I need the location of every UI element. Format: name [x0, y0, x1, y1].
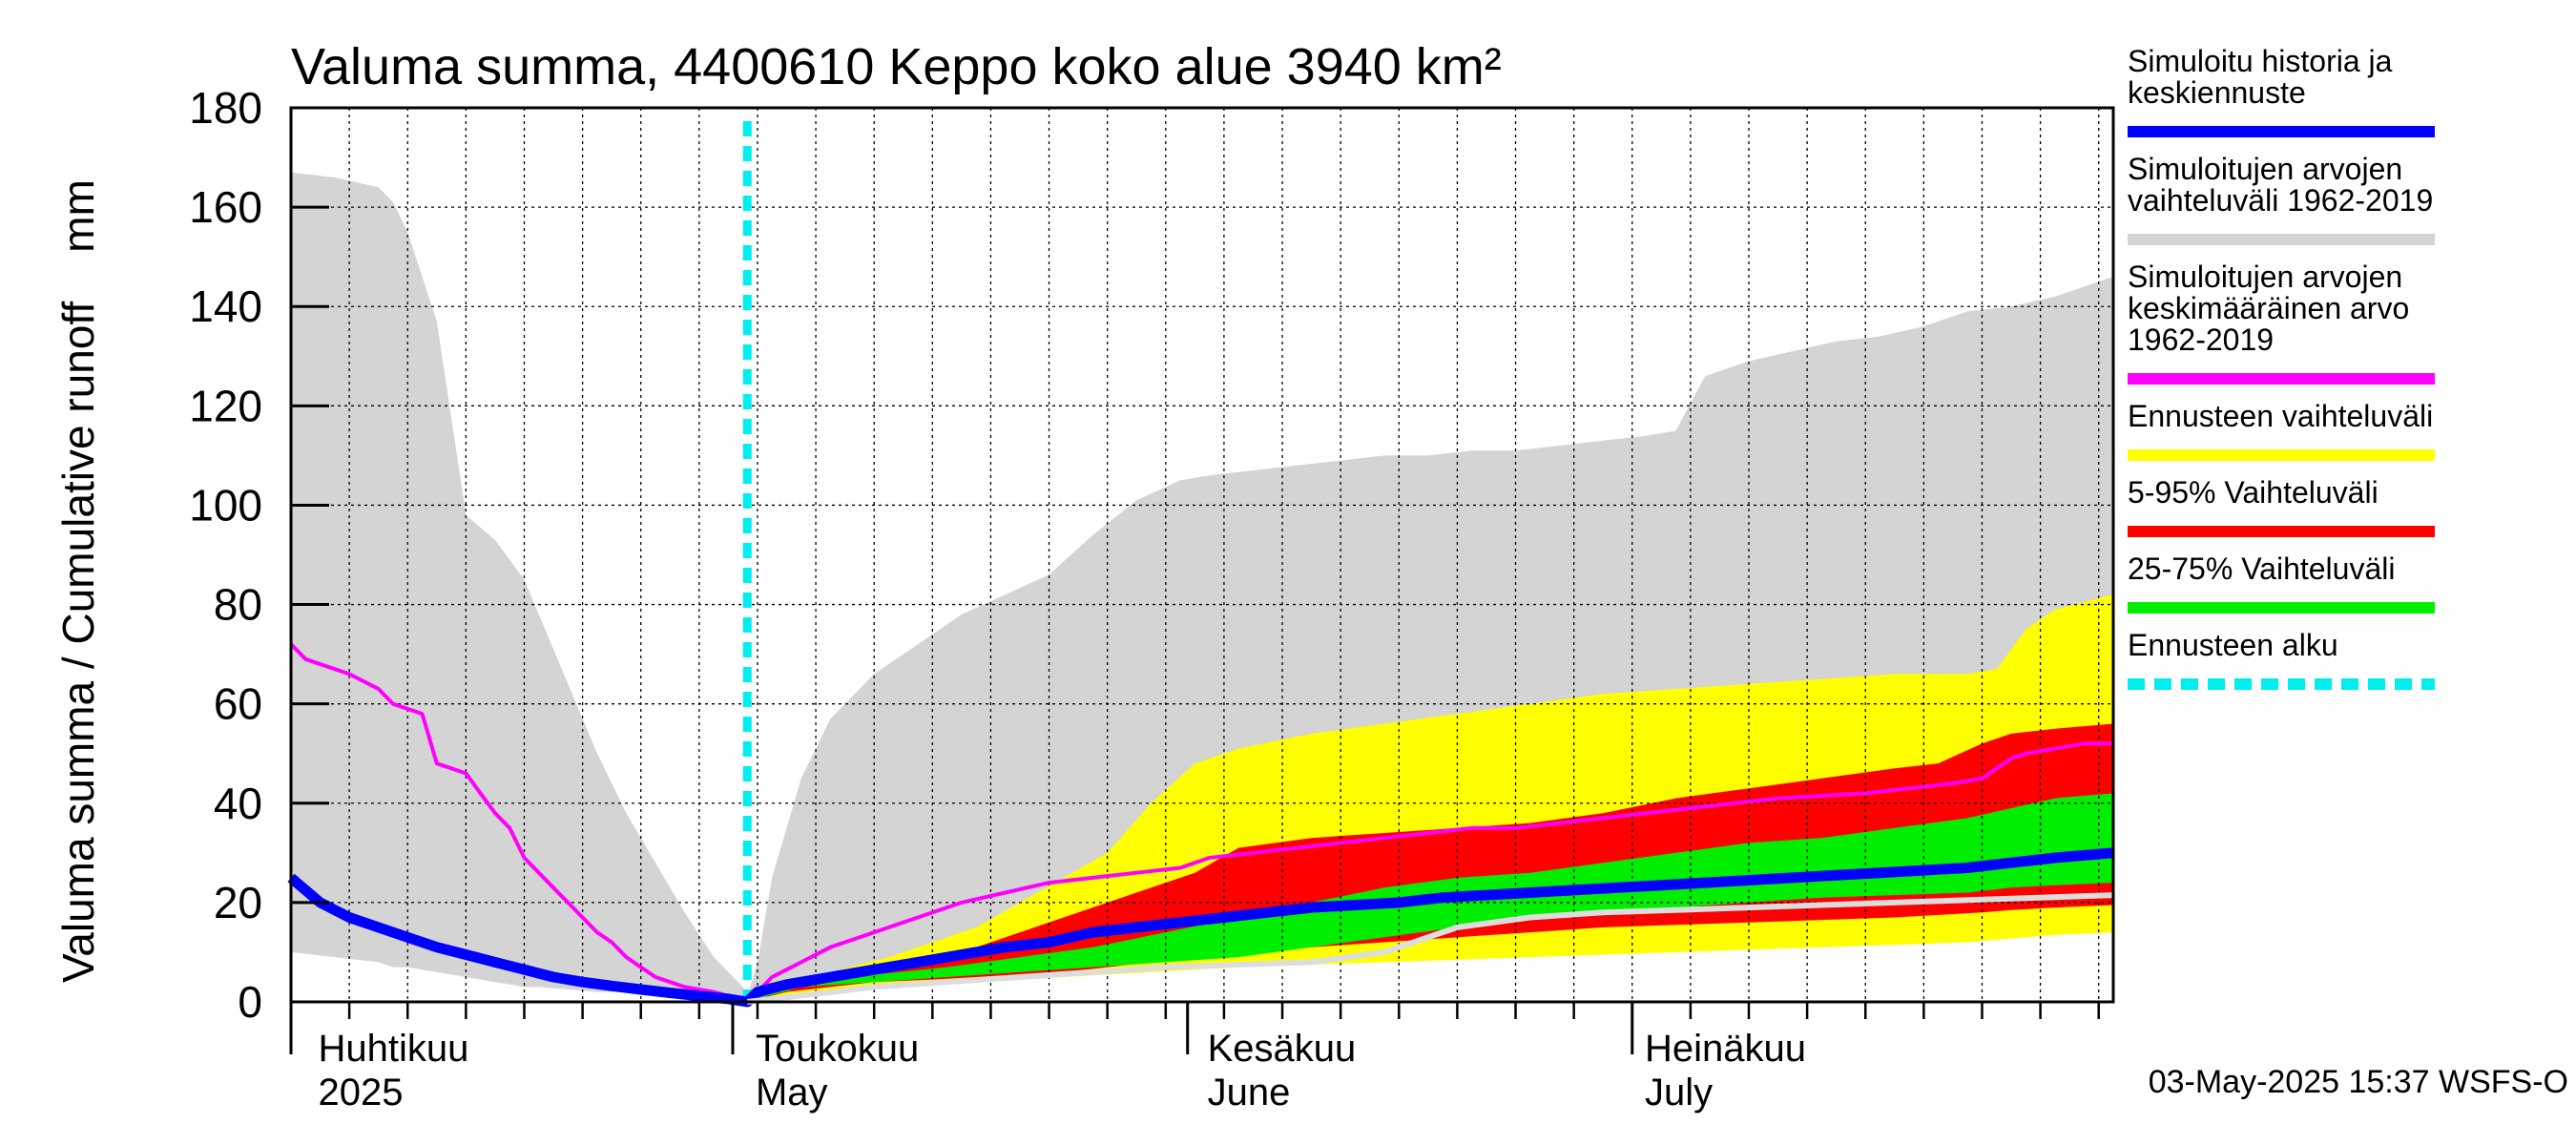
y-tick-label: 40	[214, 779, 262, 828]
month-label-en: July	[1645, 1072, 1713, 1114]
month-label-fi: Huhtikuu	[319, 1028, 469, 1070]
y-tick-label: 180	[189, 83, 262, 133]
legend-label: keskimääräinen arvo	[2128, 291, 2409, 325]
y-tick-label: 0	[238, 977, 262, 1027]
month-label-en: 2025	[319, 1072, 404, 1114]
y-tick-label: 160	[189, 182, 262, 232]
plot-frame	[289, 106, 2115, 1004]
month-label-en: May	[756, 1072, 828, 1114]
y-tick-label: 120	[189, 381, 262, 430]
legend-label: 25-75% Vaihteluväli	[2128, 552, 2395, 586]
legend-label: keskiennuste	[2128, 75, 2306, 110]
legend-label: Ennusteen alku	[2128, 628, 2338, 662]
month-label-fi: Heinäkuu	[1645, 1028, 1806, 1070]
series-line-2	[746, 892, 2114, 1005]
legend-label: Ennusteen vaihteluväli	[2128, 399, 2433, 433]
y-tick-label: 140	[189, 281, 262, 331]
y-tick-label: 60	[214, 679, 262, 729]
month-label-fi: Toukokuu	[756, 1028, 919, 1070]
timestamp-footer: 03-May-2025 15:37 WSFS-O	[2149, 1064, 2568, 1100]
y-tick-label: 80	[214, 580, 262, 630]
legend-label: 5-95% Vaihteluväli	[2128, 475, 2379, 510]
series-line-1	[287, 847, 2114, 1008]
legend-label: Simuloitujen arvojen	[2128, 260, 2402, 294]
y-tick-label: 20	[214, 878, 262, 927]
y-tick-label: 100	[189, 480, 262, 530]
legend-label: Simuloitujen arvojen	[2128, 152, 2402, 186]
month-label-en: June	[1208, 1072, 1291, 1114]
y-axis-label: Valuma summa / Cumulative runoff mm	[53, 179, 103, 983]
series-line-0	[289, 642, 2113, 1004]
month-label-fi: Kesäkuu	[1208, 1028, 1357, 1070]
chart-title: Valuma summa, 4400610 Keppo koko alue 39…	[291, 38, 1502, 95]
legend-label: 1962-2019	[2128, 323, 2274, 357]
chart-lines	[287, 121, 2114, 1008]
legend-label: Simuloitu historia ja	[2128, 44, 2393, 78]
legend-label: vaihteluväli 1962-2019	[2128, 183, 2433, 218]
